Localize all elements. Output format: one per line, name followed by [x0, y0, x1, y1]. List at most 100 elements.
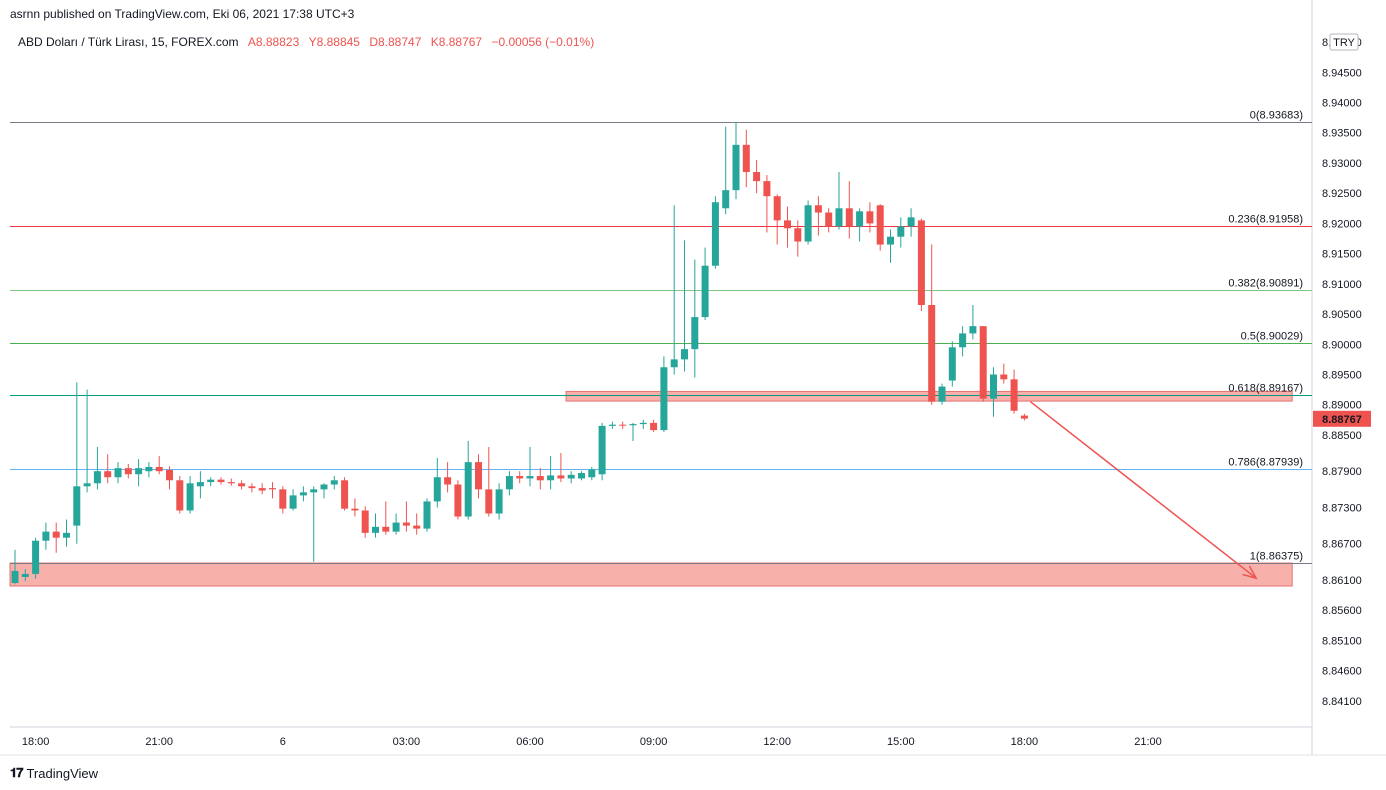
candle-body — [876, 205, 884, 245]
fib-label-1: 0.236(8.91958) — [1228, 214, 1303, 226]
candle-body — [866, 211, 874, 224]
candle-body — [722, 190, 730, 209]
candle-68 — [711, 196, 719, 269]
candle-body — [433, 477, 441, 502]
y-tick-label-14: 8.87900 — [1322, 466, 1362, 478]
ohlc-close: K8.88767 — [430, 35, 483, 49]
y-tick-label-20: 8.84600 — [1322, 666, 1362, 678]
candle-body — [392, 522, 400, 532]
time-axis[interactable]: 18:00 21:00 6 03:00 06:00 09:00 12:00 15:00 18:0… — [22, 736, 1162, 748]
candle-body — [516, 476, 524, 479]
candle-40 — [423, 498, 431, 532]
candle-body — [784, 220, 791, 229]
candle-89 — [928, 244, 936, 405]
candle-body — [794, 228, 802, 242]
candle-body — [670, 359, 678, 368]
candle-46 — [485, 447, 493, 517]
candle-body — [11, 570, 19, 584]
candle-body — [63, 532, 70, 538]
candle-84 — [876, 204, 884, 251]
y-tick-label-19: 8.85100 — [1322, 635, 1362, 647]
fib-label-4: 0.618(8.89167) — [1228, 383, 1303, 395]
candle-body — [629, 424, 637, 426]
candle-61 — [639, 419, 647, 429]
candle-body — [619, 424, 627, 426]
symbol-legend: ABD Doları / Türk Lirası, 15, FOREX.com … — [18, 35, 594, 49]
chart-frame — [0, 0, 1386, 756]
candle-body — [897, 226, 905, 237]
candle-76 — [794, 220, 802, 257]
candle-87 — [907, 208, 915, 237]
candle-78 — [814, 196, 822, 236]
candle-52 — [547, 456, 555, 490]
candle-30 — [320, 483, 328, 499]
candle-59 — [619, 421, 627, 429]
currency-badge-label: TRY — [1333, 37, 1355, 49]
candle-body — [588, 469, 596, 478]
candle-92 — [959, 326, 967, 357]
candle-70 — [732, 121, 740, 200]
candle-32 — [341, 477, 349, 511]
candle-43 — [454, 480, 462, 520]
candle-81 — [845, 181, 853, 239]
y-tick-label-3: 8.93500 — [1322, 128, 1362, 140]
candle-25 — [269, 482, 276, 499]
candle-64 — [670, 205, 678, 375]
candle-body — [299, 492, 307, 496]
candle-91 — [948, 341, 956, 387]
candle-31 — [330, 476, 338, 490]
candle-body — [238, 483, 246, 487]
candle-body — [732, 144, 740, 191]
tradingview-logo[interactable]: 𝟏𝟕 TradingView — [10, 765, 98, 781]
candle-body — [1010, 379, 1018, 411]
y-tick-label-18: 8.85600 — [1322, 605, 1362, 617]
candle-75 — [784, 206, 791, 248]
candle-body — [547, 475, 555, 481]
candle-65 — [681, 240, 688, 372]
candle-94 — [979, 326, 987, 402]
candle-47 — [495, 483, 503, 520]
candle-body — [701, 265, 709, 318]
x-tick-label-0: 18:00 — [22, 736, 50, 748]
candle-body — [413, 525, 421, 529]
candle-body — [639, 422, 647, 425]
candle-79 — [825, 208, 833, 233]
arrow-shaft — [1029, 401, 1257, 579]
candle-body — [650, 422, 658, 431]
ohlc-open: A8.88823 — [247, 35, 300, 49]
candle-42 — [444, 462, 452, 493]
tradingview-logo-icon: 𝟏𝟕 — [10, 765, 24, 780]
y-tick-label-13: 8.88500 — [1322, 430, 1362, 442]
candle-48 — [505, 471, 513, 496]
candle-body — [269, 488, 276, 490]
attribution-text: asrnn published on TradingView.com, Eki … — [10, 7, 355, 21]
candle-body — [114, 468, 122, 478]
candle-0 — [11, 549, 19, 585]
candle-54 — [567, 471, 575, 484]
candle-18 — [196, 471, 204, 499]
candle-20 — [217, 477, 225, 485]
candle-body — [93, 471, 101, 484]
y-tick-label-17: 8.86100 — [1322, 575, 1362, 587]
candle-body — [279, 489, 287, 509]
candles — [11, 121, 1028, 585]
candle-86 — [897, 217, 905, 248]
fib-label-3: 0.5(8.90029) — [1241, 331, 1303, 343]
candle-51 — [536, 468, 544, 490]
candle-body — [825, 212, 833, 227]
candle-62 — [650, 419, 658, 432]
candle-body — [217, 479, 225, 483]
candle-11 — [124, 463, 132, 479]
candle-39 — [413, 513, 421, 535]
y-tick-label-6: 8.92000 — [1322, 218, 1362, 230]
currency-badge[interactable] — [1329, 33, 1359, 51]
candle-36 — [382, 501, 390, 535]
candle-body — [155, 466, 163, 472]
candle-16 — [176, 476, 184, 514]
candle-33 — [351, 498, 359, 517]
candle-body — [382, 526, 390, 532]
x-tick-label-1: 21:00 — [145, 736, 173, 748]
price-axis[interactable]: 8.950008.945008.940008.935008.930008.925… — [1313, 37, 1371, 708]
symbol-name[interactable]: ABD Doları / Türk Lirası, 15, FOREX.com — [18, 35, 239, 49]
